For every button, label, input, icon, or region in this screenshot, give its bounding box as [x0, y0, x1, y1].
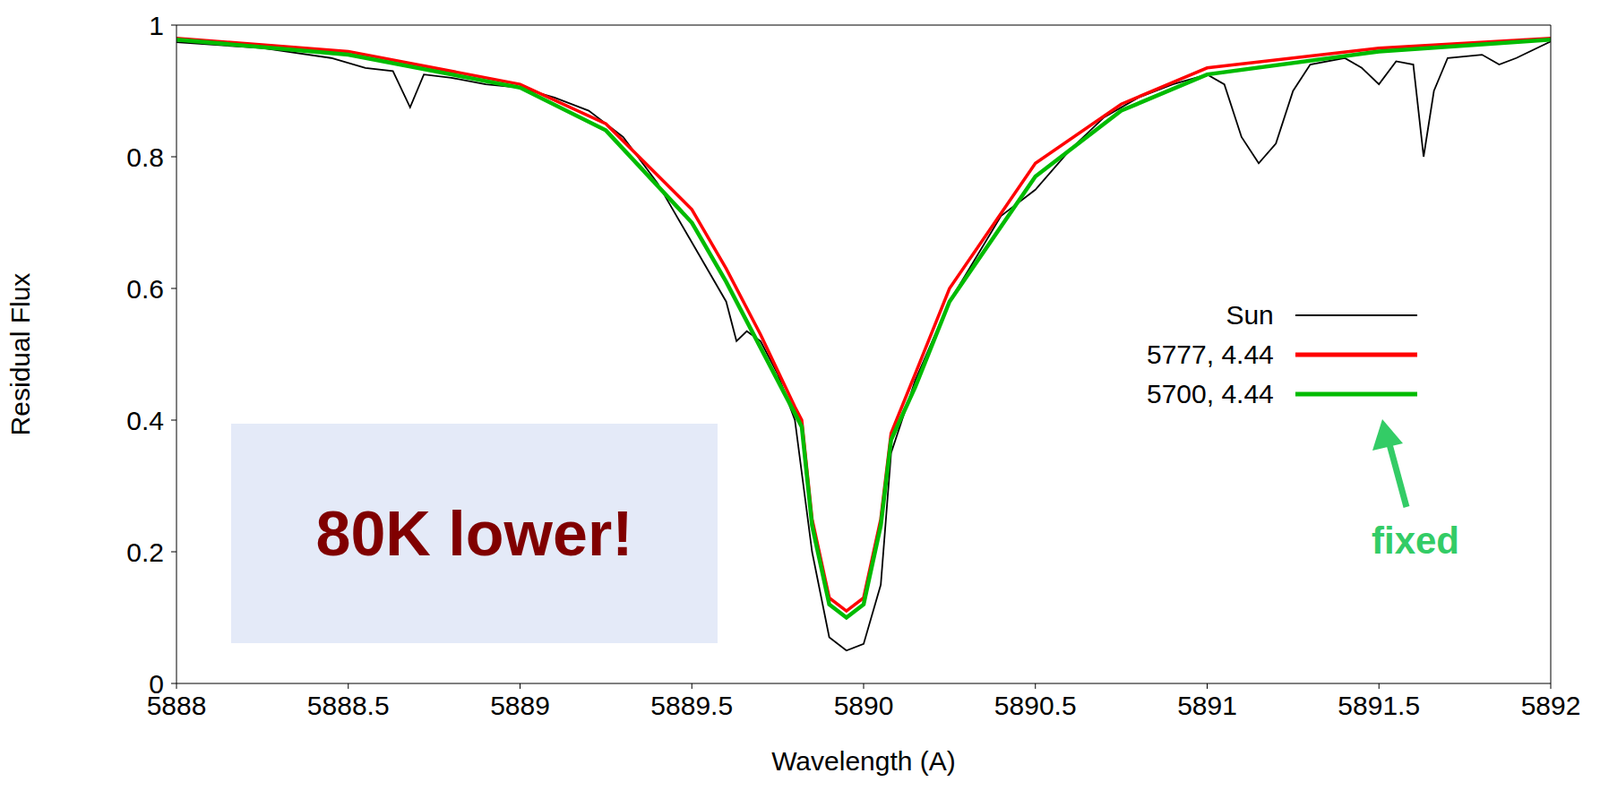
svg-text:5891.5: 5891.5 — [1337, 690, 1420, 721]
html-text:5700, 4.44: 5700, 4.44 — [1146, 378, 1274, 409]
svg-text:0.6: 0.6 — [126, 274, 164, 304]
svg-text:Wavelength (A): Wavelength (A) — [771, 746, 956, 776]
svg-text:5892: 5892 — [1521, 690, 1582, 721]
svg-text:5889.5: 5889.5 — [650, 690, 733, 721]
svg-text:0.8: 0.8 — [126, 142, 164, 173]
svg-text:5889: 5889 — [490, 690, 551, 721]
svg-text:5888.5: 5888.5 — [307, 690, 390, 721]
svg-text:1: 1 — [148, 10, 164, 41]
svg-text:5890: 5890 — [834, 690, 895, 721]
html-text:5777, 4.44: 5777, 4.44 — [1146, 339, 1274, 370]
svg-text:5890.5: 5890.5 — [994, 690, 1077, 721]
svg-text:0.2: 0.2 — [126, 537, 164, 568]
svg-text:5888: 5888 — [146, 690, 207, 721]
html-text:80K lower!: 80K lower! — [315, 498, 633, 569]
svg-text:0: 0 — [148, 669, 164, 699]
svg-text:5891: 5891 — [1177, 690, 1238, 721]
html-text:fixed: fixed — [1371, 519, 1460, 562]
html-text:Sun: Sun — [1225, 300, 1274, 330]
svg-text:Residual Flux: Residual Flux — [5, 273, 35, 437]
svg-text:0.4: 0.4 — [126, 405, 164, 436]
